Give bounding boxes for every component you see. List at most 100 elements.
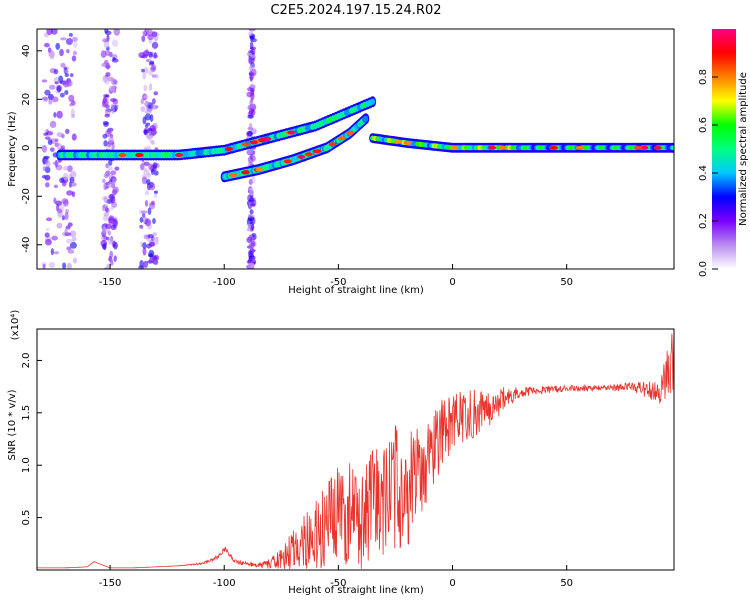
heatmap-speckle: [63, 69, 69, 74]
spectrogram-x-tick-label: -50: [330, 277, 346, 288]
heatmap-speckle: [54, 138, 59, 143]
heatmap-speckle: [69, 103, 73, 107]
snr-y-tick-label: 0.5: [21, 510, 32, 526]
heatmap-speckle: [63, 199, 69, 207]
heatmap-speckle: [102, 121, 109, 126]
heatmap-speckle: [53, 68, 59, 75]
spectrogram-x-tick-label: 50: [560, 277, 573, 288]
heatmap-speckle: [61, 215, 66, 221]
heatmap-speckle: [110, 98, 117, 102]
snr-x-tick-label: -150: [99, 578, 122, 589]
heatmap-speckle: [103, 214, 109, 222]
spectrogram-y-ticks: 40 20 0 -20 -40: [21, 44, 42, 253]
heatmap-speckle: [49, 120, 57, 129]
heatmap-hot-spot: [297, 154, 306, 159]
heatmap-hot-spot: [653, 145, 662, 150]
heatmap-speckle: [153, 170, 159, 176]
heatmap-speckle: [153, 91, 159, 96]
figure-title: C2E5.2024.197.15.24.R02: [270, 3, 441, 18]
heatmap-hot-spot: [328, 142, 337, 147]
heatmap-speckle: [249, 209, 254, 215]
heatmap-speckle: [151, 74, 157, 78]
heatmap-speckle: [67, 249, 75, 254]
heatmap-speckle: [51, 235, 58, 241]
heatmap-speckle: [72, 257, 77, 264]
heatmap-speckle: [146, 237, 151, 242]
spectrogram-panel: -150 -100 -50 0 50 40 20 0 -20 -40 Height of str…: [7, 28, 675, 296]
snr-x-tick-label: -50: [330, 578, 346, 589]
heatmap-speckle: [46, 130, 54, 136]
heatmap-speckle: [112, 57, 116, 61]
heatmap-speckle: [109, 259, 114, 266]
snr-y-multiplier: (x10⁴): [10, 310, 21, 341]
heatmap-speckle: [102, 178, 106, 184]
heatmap-speckle: [148, 257, 154, 263]
heatmap-hot-spot: [175, 153, 184, 158]
heatmap-speckle: [142, 31, 147, 36]
heatmap-speckle: [106, 263, 111, 269]
heatmap-speckle: [140, 106, 146, 112]
heatmap-speckle: [140, 163, 145, 171]
heatmap-speckle: [103, 196, 109, 204]
heatmap-speckle: [113, 241, 118, 250]
heatmap-speckle: [151, 104, 158, 110]
heatmap-speckle: [62, 262, 67, 269]
heatmap-hot-spot: [450, 145, 459, 150]
heatmap-speckle: [152, 54, 158, 59]
heatmap-speckle: [56, 222, 63, 229]
heatmap-speckle: [66, 238, 73, 244]
heatmap-speckle: [101, 225, 107, 234]
heatmap-speckle: [48, 262, 56, 268]
heatmap-speckle: [248, 52, 253, 57]
heatmap-speckle: [66, 165, 73, 172]
heatmap-speckle: [60, 62, 66, 68]
heatmap-speckle: [52, 161, 59, 165]
heatmap-speckle: [47, 139, 53, 146]
colorbar-ticks: 0.0 0.2 0.4 0.6 0.8: [698, 69, 718, 277]
spectrogram-x-label: Height of straight line (km): [288, 285, 424, 296]
heatmap-speckle: [63, 172, 69, 181]
heatmap-speckle: [251, 68, 257, 77]
heatmap-speckle: [142, 212, 146, 218]
heatmap-speckle: [42, 166, 47, 172]
heatmap-hot-spot: [241, 142, 250, 147]
snr-y-tick-label: 1.0: [21, 457, 32, 473]
heatmap-speckle: [153, 190, 159, 194]
snr-y-ticks: 0.5 1.0 1.5 2.0: [21, 352, 42, 526]
heatmap-speckle: [110, 224, 117, 231]
heatmap-speckle: [104, 113, 110, 118]
heatmap-speckle: [55, 200, 63, 206]
heatmap-hot-spot: [337, 136, 346, 141]
heatmap-ridge-core: [370, 98, 376, 105]
heatmap-speckle: [54, 81, 59, 85]
heatmap-speckle: [139, 224, 144, 229]
heatmap-speckle: [251, 223, 255, 231]
spectrogram-y-tick-label: -20: [21, 188, 32, 204]
heatmap-speckle: [105, 144, 113, 151]
heatmap-speckle: [54, 184, 58, 189]
snr-y-tick-label: 1.5: [21, 405, 32, 421]
heatmap-speckle: [64, 90, 69, 95]
heatmap-speckle: [141, 68, 145, 73]
heatmap-hot-spot: [118, 153, 127, 158]
heatmap-speckle: [148, 61, 155, 66]
snr-x-tick-label: 0: [449, 578, 455, 589]
heatmap-hot-spot: [640, 145, 649, 150]
spectrogram-y-tick-label: 40: [21, 44, 32, 57]
heatmap-speckle: [144, 109, 152, 115]
heatmap-speckle: [250, 109, 256, 116]
heatmap-speckle: [103, 182, 107, 191]
heatmap-speckle: [142, 242, 147, 250]
heatmap-speckle: [67, 222, 73, 227]
heatmap-speckle: [249, 153, 253, 160]
heatmap-speckle: [149, 125, 156, 132]
heatmap-speckle: [45, 238, 52, 246]
heatmap-speckle: [107, 166, 113, 171]
heatmap-speckle: [53, 251, 59, 255]
heatmap-hot-spot: [549, 145, 558, 150]
heatmap-speckle: [56, 85, 62, 93]
heatmap-speckle: [72, 41, 78, 48]
heatmap-speckle: [53, 111, 57, 118]
heatmap-speckle: [66, 49, 70, 54]
colorbar-tick-label: 0.4: [698, 165, 709, 181]
